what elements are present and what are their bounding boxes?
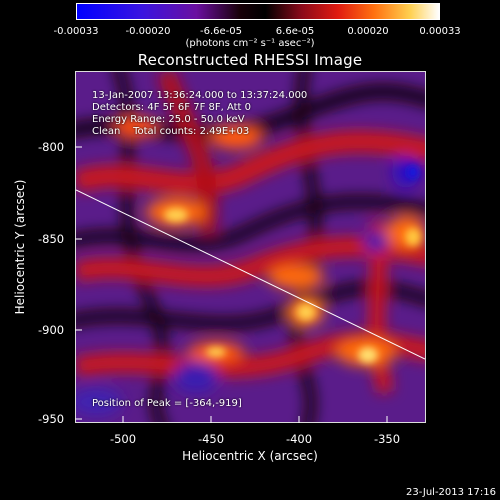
colorbar-tick-label: -6.6e-05 (200, 26, 242, 37)
detectors-text: Detectors: 4F 5F 6F 7F 8F, Att 0 (92, 102, 252, 113)
x-axis-label: Heliocentric X (arcsec) (182, 449, 318, 463)
colorbar-tick-label: 0.00033 (419, 26, 461, 37)
time-range-text: 13-Jan-2007 13:36:24.000 to 13:37:24.000 (92, 90, 308, 101)
x-tick-label: -400 (285, 432, 313, 446)
y-tick-label: -800 (38, 140, 65, 154)
y-tick-label: -950 (38, 412, 65, 426)
energy-range-text: Energy Range: 25.0 - 50.0 keV (92, 114, 245, 125)
colorbar-tick-label: -0.00020 (125, 26, 171, 37)
x-tick-label: -350 (373, 432, 401, 446)
image-title: Reconstructed RHESSI Image (137, 51, 363, 69)
date-stamp: 23-Jul-2013 17:16 (405, 487, 496, 498)
x-tick-label: -450 (197, 432, 225, 446)
rhessi-image: 13-Jan-2007 13:36:24.000 to 13:37:24.000… (75, 71, 426, 423)
peak-position-text: Position of Peak = [-364,-919] (92, 398, 242, 409)
colorbar-tick-label: -0.00033 (53, 26, 99, 37)
colorbar-tick-label: 6.6e-05 (275, 26, 315, 37)
y-tick-label: -900 (38, 323, 65, 337)
x-tick-label: -500 (109, 432, 137, 446)
solar-limb-line (76, 189, 425, 360)
colorbar-units: (photons cm⁻² s⁻¹ asec⁻²) (185, 38, 315, 49)
colorbar-tick-label: 0.00020 (347, 26, 389, 37)
clean-counts-text: Clean Total counts: 2.49E+03 (92, 126, 250, 137)
y-tick-label: -850 (38, 232, 65, 246)
colorbar-gradient (76, 3, 440, 20)
y-axis-label: Heliocentric Y (arcsec) (13, 179, 27, 315)
